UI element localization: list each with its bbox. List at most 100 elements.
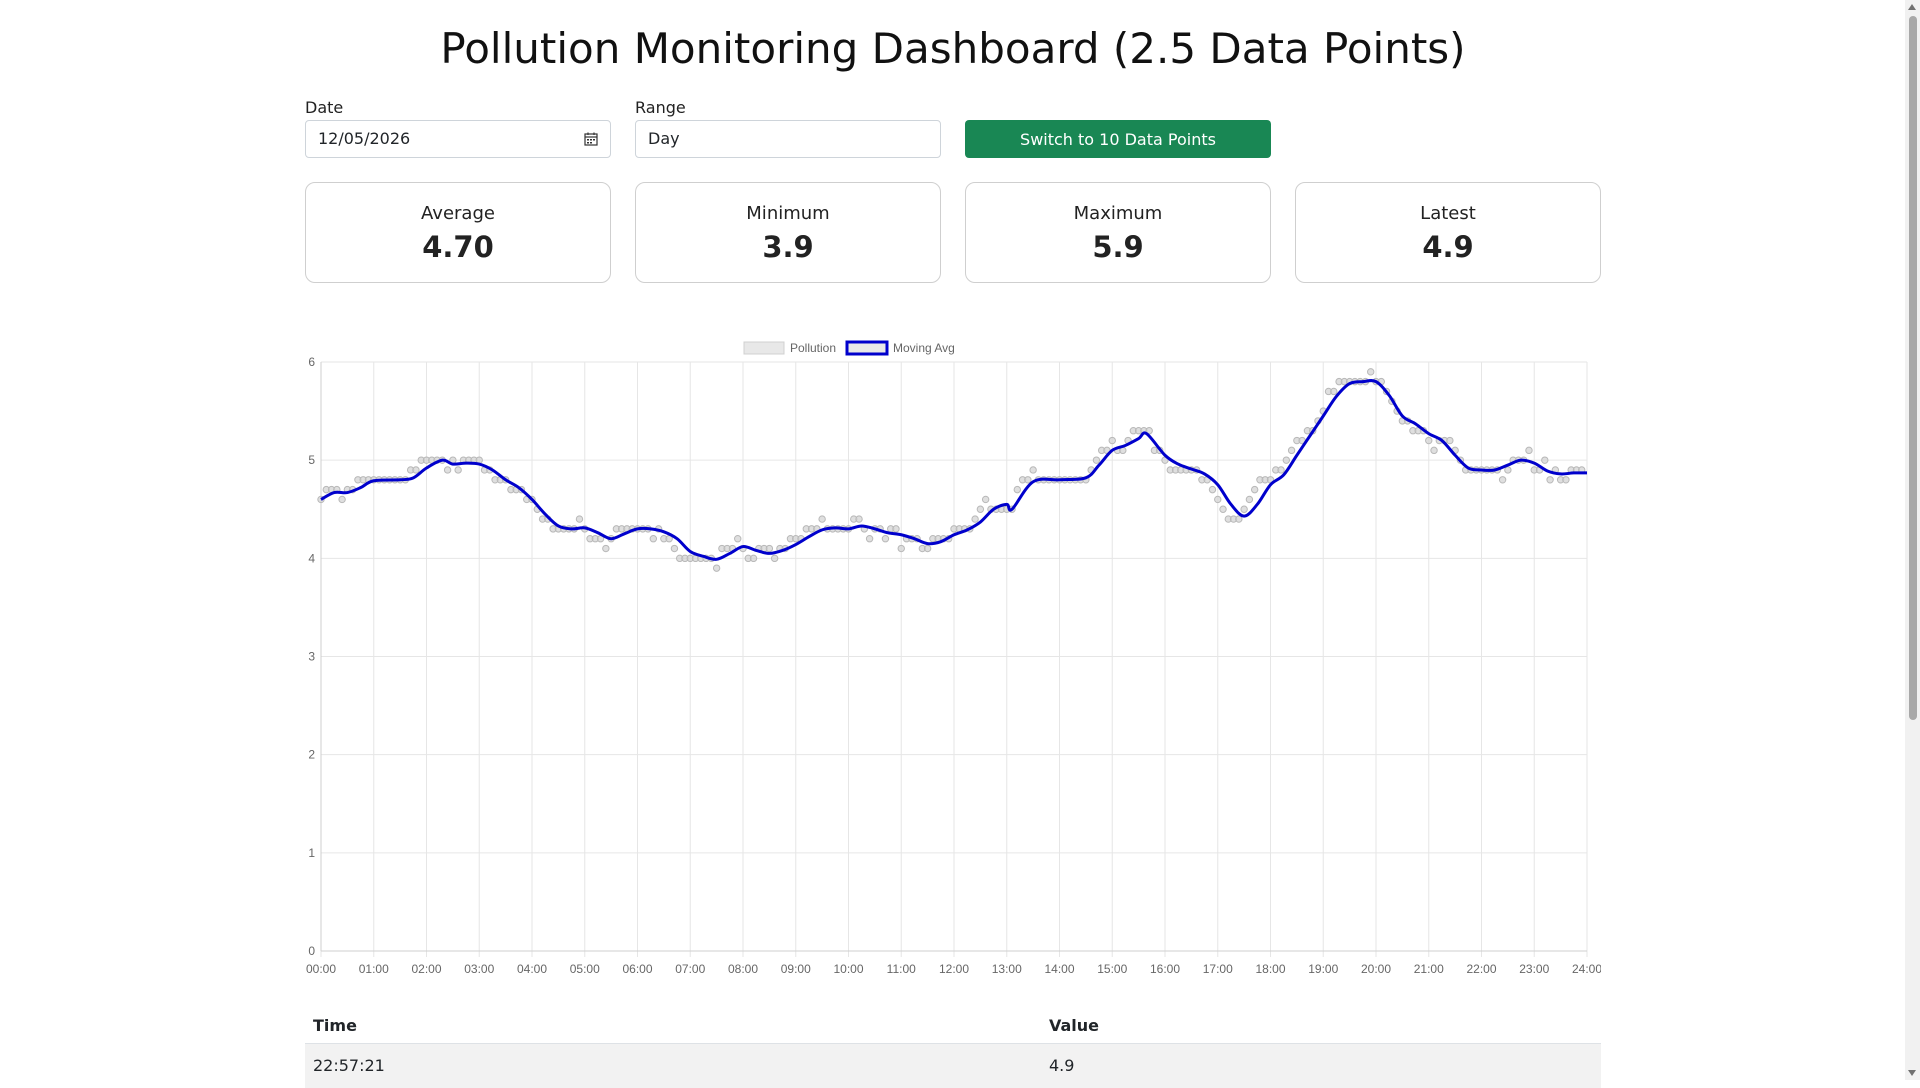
column-header-time: Time bbox=[313, 1016, 357, 1035]
pollution-point bbox=[865, 535, 874, 543]
pollution-point bbox=[454, 466, 462, 474]
x-tick-label: 24:00 bbox=[1572, 962, 1601, 976]
x-tick-label: 10:00 bbox=[833, 962, 863, 976]
scroll-down-icon[interactable] bbox=[1908, 1070, 1916, 1076]
range-label: Range bbox=[635, 98, 686, 117]
pollution-point bbox=[1013, 485, 1021, 494]
pollution-point bbox=[1024, 476, 1032, 484]
date-control: Date 12/05/2026 bbox=[305, 98, 611, 158]
x-tick-label: 02:00 bbox=[411, 962, 441, 976]
pollution-point bbox=[770, 554, 779, 563]
y-tick-label: 2 bbox=[308, 748, 315, 762]
pollution-point bbox=[1145, 427, 1153, 435]
y-tick-label: 0 bbox=[308, 944, 315, 958]
pollution-point bbox=[1541, 456, 1549, 464]
pollution-point bbox=[1367, 368, 1375, 376]
x-tick-label: 18:00 bbox=[1255, 962, 1285, 976]
chart-canvas: 0 1 2 3 4 5 6 00:00 01:00 02:00 03:00 04:00 05:00 06:… bbox=[306, 340, 1602, 976]
pollution-point bbox=[1430, 446, 1438, 455]
x-tick-label: 16:00 bbox=[1150, 962, 1180, 976]
page-scrollbar[interactable] bbox=[1905, 0, 1920, 1080]
calendar-icon[interactable] bbox=[584, 132, 598, 146]
moving-avg-line bbox=[320, 379, 1588, 561]
x-tick-label: 21:00 bbox=[1414, 962, 1444, 976]
x-tick-label: 06:00 bbox=[622, 962, 652, 976]
scroll-thumb[interactable] bbox=[1909, 16, 1917, 720]
pollution-point bbox=[1235, 515, 1243, 523]
date-label: Date bbox=[305, 98, 344, 117]
pollution-point bbox=[981, 495, 990, 504]
stat-card-maximum: Maximum 5.9 bbox=[965, 182, 1271, 283]
pollution-point bbox=[575, 515, 584, 523]
date-input[interactable]: 12/05/2026 bbox=[305, 120, 611, 158]
range-value: Day bbox=[648, 129, 680, 148]
table-header: Time Value bbox=[305, 1008, 1601, 1044]
switch-data-points-button[interactable]: Switch to 10 Data Points bbox=[965, 120, 1271, 158]
legend-label-moving-avg: Moving Avg bbox=[893, 341, 955, 355]
pollution-point bbox=[818, 515, 826, 523]
pollution-point bbox=[897, 544, 905, 553]
pollution-point bbox=[1208, 485, 1217, 494]
pollution-point bbox=[1214, 495, 1222, 504]
pollution-point bbox=[1562, 476, 1570, 484]
pollution-point bbox=[1250, 485, 1259, 494]
x-tick-label: 20:00 bbox=[1361, 962, 1391, 976]
pollution-point bbox=[976, 505, 985, 513]
pollution-point bbox=[971, 515, 979, 523]
x-tick-label: 09:00 bbox=[781, 962, 811, 976]
pollution-point bbox=[443, 466, 452, 474]
pollution-point bbox=[1277, 466, 1285, 474]
date-value: 12/05/2026 bbox=[318, 129, 411, 148]
pollution-point bbox=[1498, 476, 1507, 484]
pollution-point bbox=[712, 564, 721, 572]
stat-value: 3.9 bbox=[762, 230, 814, 264]
pollution-point bbox=[1504, 466, 1512, 474]
pollution-point bbox=[1446, 436, 1454, 445]
stat-value: 5.9 bbox=[1092, 230, 1144, 264]
scroll-up-icon[interactable] bbox=[1908, 4, 1916, 10]
range-select[interactable]: Day bbox=[635, 120, 941, 158]
x-tick-label: 03:00 bbox=[464, 962, 494, 976]
stat-value: 4.9 bbox=[1422, 230, 1474, 264]
y-tick-label: 6 bbox=[308, 355, 315, 369]
pollution-point bbox=[749, 554, 758, 563]
stat-label: Minimum bbox=[746, 203, 830, 224]
pollution-point bbox=[1287, 446, 1296, 455]
pollution-point bbox=[1108, 436, 1116, 445]
pollution-point bbox=[412, 466, 420, 474]
legend-label-pollution: Pollution bbox=[790, 341, 836, 355]
stat-value: 4.70 bbox=[422, 230, 494, 264]
pollution-point bbox=[923, 544, 932, 553]
controls-bar: Date 12/05/2026 Range Day Switch to 10 D… bbox=[305, 98, 1601, 158]
y-tick-label: 5 bbox=[308, 453, 315, 467]
pollution-point bbox=[1282, 456, 1291, 464]
pollution-point bbox=[602, 544, 610, 553]
pollution-point bbox=[1546, 476, 1554, 484]
pollution-chart: 0 1 2 3 4 5 6 00:00 01:00 02:00 03:00 04:00 05:00 06:… bbox=[305, 332, 1602, 982]
cell-value: 4.9 bbox=[1049, 1056, 1075, 1075]
pollution-point bbox=[892, 525, 900, 533]
cell-time: 22:57:21 bbox=[313, 1056, 385, 1075]
legend-swatch-pollution bbox=[743, 341, 785, 355]
x-tick-label: 14:00 bbox=[1044, 962, 1074, 976]
stats-row: Average 4.70 Minimum 3.9 Maximum 5.9 Lat… bbox=[305, 182, 1601, 283]
y-tick-label: 4 bbox=[308, 551, 315, 565]
pollution-point bbox=[1240, 505, 1248, 513]
x-tick-label: 05:00 bbox=[570, 962, 600, 976]
pollution-point bbox=[1525, 446, 1533, 455]
x-tick-label: 08:00 bbox=[728, 962, 758, 976]
stat-card-minimum: Minimum 3.9 bbox=[635, 182, 941, 283]
pollution-point bbox=[1425, 436, 1433, 445]
page-title: Pollution Monitoring Dashboard (2.5 Data… bbox=[440, 24, 1466, 73]
y-tick-label: 3 bbox=[308, 650, 315, 664]
stat-card-average: Average 4.70 bbox=[305, 182, 611, 283]
pollution-point bbox=[338, 495, 346, 504]
x-tick-label: 15:00 bbox=[1097, 962, 1127, 976]
x-tick-label: 12:00 bbox=[939, 962, 969, 976]
x-tick-label: 17:00 bbox=[1203, 962, 1233, 976]
stat-label: Maximum bbox=[1073, 203, 1163, 224]
pollution-point bbox=[1092, 456, 1101, 464]
x-tick-label: 04:00 bbox=[517, 962, 547, 976]
pollution-point bbox=[881, 535, 890, 543]
stat-card-latest: Latest 4.9 bbox=[1295, 182, 1601, 283]
